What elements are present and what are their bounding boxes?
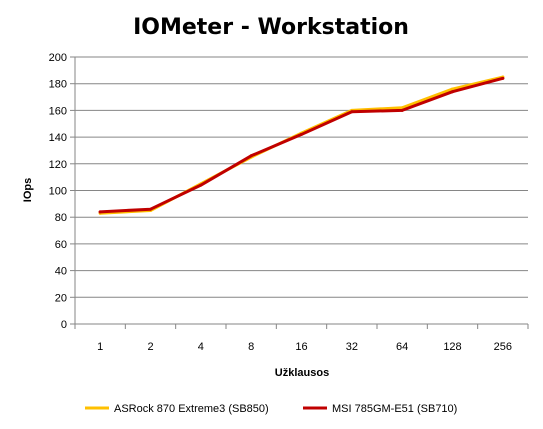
- y-tick-label: 120: [49, 159, 67, 171]
- x-tick-label: 1: [97, 341, 103, 353]
- y-tick-label: 180: [49, 79, 67, 91]
- y-axis-title: IOps: [22, 178, 34, 202]
- y-tick-label: 160: [49, 105, 67, 117]
- data-point: [401, 109, 404, 112]
- series-line-2: [100, 78, 503, 212]
- data-point: [350, 110, 353, 113]
- legend-label: ASRock 870 Extreme3 (SB850): [114, 403, 269, 415]
- x-axis-ticks: 1 2 4 8 16 32 64 128 256: [75, 324, 528, 353]
- y-tick-label: 200: [49, 52, 67, 64]
- data-point: [149, 208, 152, 211]
- x-axis-title: Užklausos: [275, 367, 329, 379]
- x-tick-label: 32: [346, 341, 358, 353]
- y-tick-label: 60: [55, 239, 67, 251]
- y-tick-label: 140: [49, 132, 67, 144]
- legend-label: MSI 785GM-E51 (SB710): [332, 403, 457, 415]
- data-point: [199, 184, 202, 187]
- series-lines: [99, 76, 505, 215]
- y-tick-label: 40: [55, 266, 67, 278]
- y-axis-ticks: 0 20 40 60 80 100 120 140 160 180 200: [49, 52, 75, 331]
- x-tick-label: 128: [443, 341, 461, 353]
- x-tick-label: 2: [147, 341, 153, 353]
- data-point: [300, 133, 303, 136]
- data-point: [451, 90, 454, 93]
- x-tick-label: 8: [248, 341, 254, 353]
- series-line-1: [100, 77, 503, 213]
- y-tick-label: 20: [55, 292, 67, 304]
- x-tick-label: 16: [295, 341, 307, 353]
- legend: ASRock 870 Extreme3 (SB850) MSI 785GM-E51…: [85, 403, 457, 415]
- x-tick-label: 4: [198, 341, 204, 353]
- data-point: [250, 154, 253, 157]
- data-point: [99, 210, 102, 213]
- data-point: [501, 77, 504, 80]
- chart-title: IOMeter - Workstation: [133, 15, 409, 40]
- y-tick-label: 80: [55, 212, 67, 224]
- x-tick-label: 256: [494, 341, 512, 353]
- gridlines: [75, 57, 528, 297]
- y-tick-label: 0: [61, 319, 67, 331]
- x-tick-label: 64: [396, 341, 408, 353]
- y-tick-label: 100: [49, 186, 67, 198]
